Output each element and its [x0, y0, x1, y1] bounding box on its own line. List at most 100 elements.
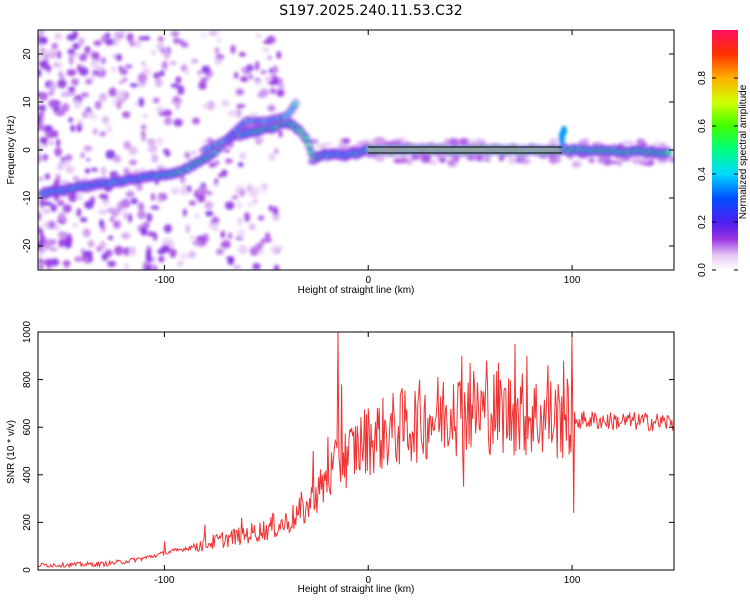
snr-line-layer — [38, 332, 674, 569]
noise-blob — [147, 143, 158, 154]
noise-blob — [84, 51, 91, 56]
noise-blob — [67, 48, 76, 55]
noise-blob — [112, 219, 121, 229]
noise-blob — [252, 262, 261, 270]
noise-blob — [214, 47, 220, 55]
noise-blob — [57, 79, 67, 89]
noise-blob — [90, 72, 95, 81]
noise-blob — [41, 138, 49, 143]
branch-core — [293, 101, 299, 107]
noise-blob — [191, 117, 200, 125]
noise-blob — [238, 51, 246, 57]
noise-blob — [443, 138, 450, 145]
noise-blob — [259, 88, 270, 97]
noise-blob — [164, 151, 171, 157]
heatmap-y-tick-label: 20 — [22, 48, 33, 60]
noise-blob — [48, 99, 58, 108]
noise-blob — [276, 88, 285, 98]
noise-blob — [56, 199, 65, 207]
noise-blob — [43, 238, 53, 249]
noise-blob — [151, 153, 159, 163]
noise-blob — [200, 32, 207, 39]
noise-blob — [236, 103, 246, 109]
heatmap-x-tick-label: -100 — [154, 275, 174, 286]
noise-blob — [195, 213, 200, 219]
snr-y-axis-label: SNR (10 * v/v) — [6, 420, 17, 484]
noise-blob — [126, 32, 134, 42]
noise-blob — [163, 224, 172, 234]
noise-blob — [95, 65, 105, 72]
noise-blob — [79, 53, 88, 62]
noise-blob — [116, 103, 122, 109]
snr-x-tick-label: -100 — [154, 575, 174, 586]
noise-blob — [137, 210, 147, 220]
noise-blob — [38, 264, 44, 270]
ridge-core — [666, 150, 671, 155]
noise-blob — [155, 106, 165, 113]
noise-blob — [399, 157, 409, 164]
noise-blob — [214, 159, 220, 166]
noise-blob — [100, 166, 107, 176]
noise-blob — [76, 123, 83, 133]
noise-blob — [99, 240, 107, 251]
noise-blob — [90, 59, 98, 69]
noise-blob — [44, 173, 51, 180]
noise-blob — [124, 64, 133, 69]
noise-blob — [519, 158, 531, 165]
noise-blob — [177, 85, 185, 96]
noise-blob — [475, 154, 484, 162]
noise-blob — [622, 140, 635, 145]
noise-blob — [54, 110, 65, 117]
noise-blob — [68, 117, 74, 123]
noise-blob — [169, 61, 177, 66]
noise-blob — [143, 35, 151, 41]
noise-blob — [254, 80, 263, 86]
noise-blob — [238, 188, 246, 197]
noise-blob — [104, 38, 115, 46]
noise-blob — [173, 37, 180, 45]
noise-blob — [38, 250, 43, 258]
noise-blob — [43, 154, 48, 162]
heatmap-y-tick-label: -20 — [22, 238, 33, 253]
noise-blob — [122, 77, 128, 82]
noise-blob — [182, 208, 187, 217]
noise-blob — [170, 83, 180, 88]
noise-blob — [276, 51, 282, 60]
noise-blob — [268, 152, 276, 162]
noise-blob — [217, 173, 224, 178]
noise-blob — [128, 248, 137, 257]
noise-blob — [197, 193, 206, 203]
noise-blob — [60, 91, 70, 98]
noise-blob — [49, 81, 57, 92]
noise-blob — [176, 261, 184, 267]
noise-blob — [588, 158, 595, 163]
noise-blob — [49, 247, 58, 252]
noise-blob — [156, 42, 165, 51]
colorbar-tick-label: 0.2 — [697, 215, 708, 229]
noise-blob — [185, 224, 191, 234]
noise-blob — [231, 195, 239, 200]
noise-blob — [72, 30, 79, 40]
noise-blob — [58, 211, 66, 222]
noise-blob — [458, 137, 470, 145]
noise-blob — [152, 264, 158, 270]
colorbar-label: Normalized spectral amplitude — [738, 84, 749, 219]
noise-blob — [44, 125, 53, 131]
noise-blob — [138, 97, 145, 108]
noise-blob — [249, 74, 254, 80]
noise-blob — [93, 40, 102, 46]
noise-blob — [221, 239, 231, 249]
noise-blob — [324, 141, 333, 146]
noise-blob — [269, 88, 276, 94]
ridge-spike — [560, 125, 567, 136]
noise-blob — [158, 255, 165, 263]
noise-blob — [56, 50, 62, 60]
noise-blob — [107, 235, 114, 241]
noise-blob — [194, 190, 199, 198]
noise-blob — [62, 102, 70, 113]
noise-blob — [156, 136, 164, 147]
noise-blob — [230, 44, 236, 54]
noise-blob — [251, 186, 261, 195]
